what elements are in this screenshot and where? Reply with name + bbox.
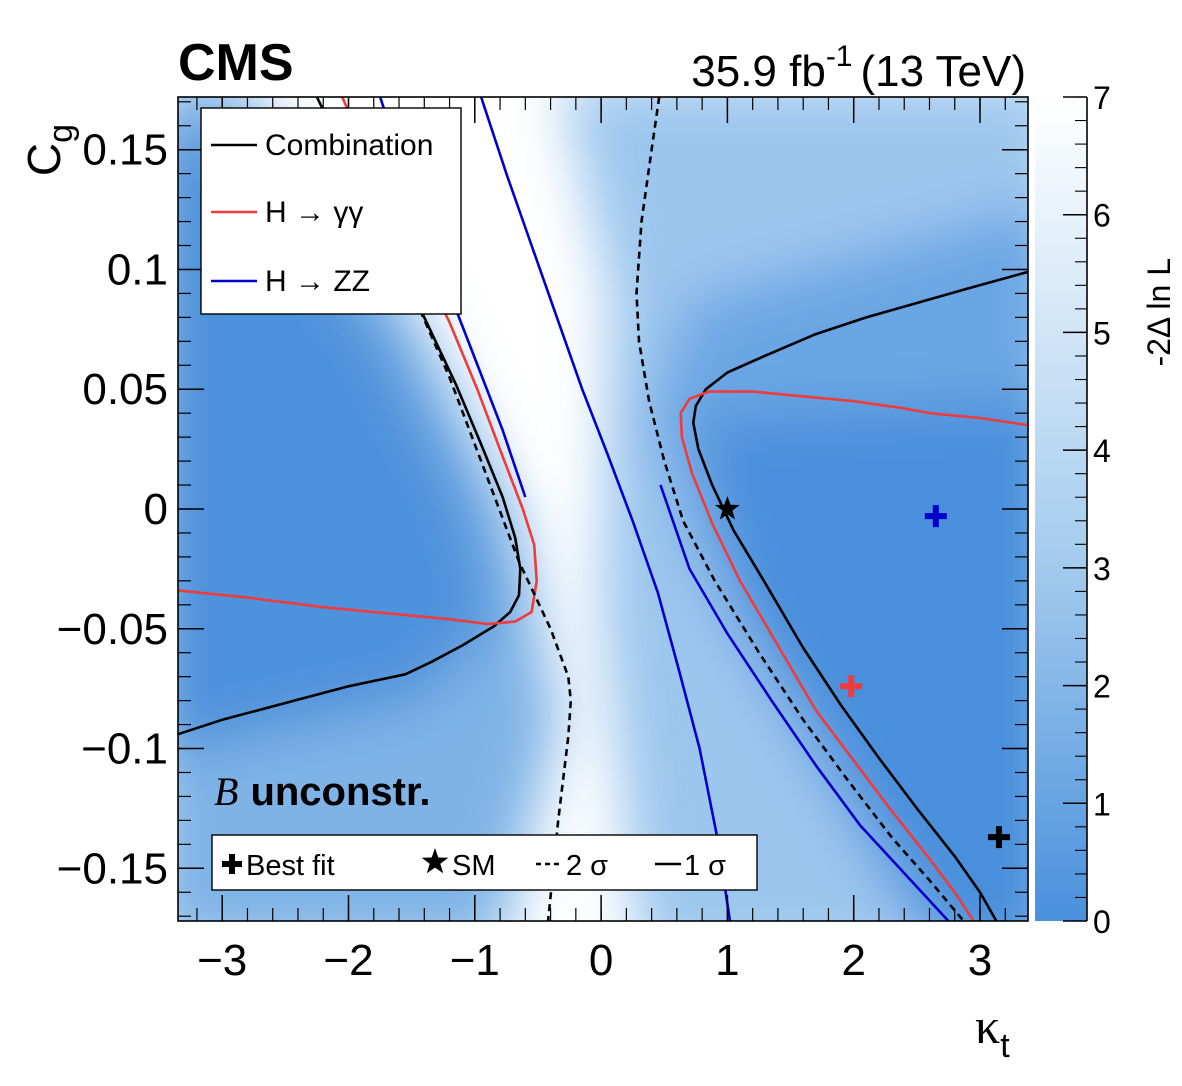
z-tick-label: 3 [1093, 551, 1111, 587]
annotation-italic: B [214, 769, 238, 814]
annotation-bold: unconstr. [250, 770, 430, 814]
best-fit-marker-h-zz [924, 505, 947, 528]
color-palette [1035, 97, 1087, 921]
legend-label-sm: SM [452, 850, 496, 882]
sm-star-marker [715, 496, 740, 520]
y-tick-label: −0.05 [57, 605, 168, 654]
experiment-label: CMS [178, 34, 294, 92]
heatmap [178, 97, 1028, 921]
legend-markers-box [211, 834, 758, 891]
markers [715, 496, 1010, 849]
x-tick-label: 0 [589, 936, 613, 985]
legend-label-hgg: H → γγ [265, 196, 363, 229]
y-tick-label: −0.15 [57, 844, 168, 893]
z-tick-label: 0 [1093, 904, 1111, 940]
x-axis-title-sub: t [1000, 1027, 1010, 1065]
contour-h-zz-1sigma-1 [479, 97, 732, 921]
legend-best-fit-icon [222, 854, 242, 874]
legend-label-1sigma: 1 σ [684, 850, 726, 882]
lumi-value: 35.9 fb [691, 47, 826, 96]
contour-combination-2sigma-0 [385, 232, 573, 921]
legend-box [200, 107, 462, 315]
legend-label-hzz: H → ZZ [265, 265, 370, 298]
contour-combination-1sigma-1 [692, 270, 1028, 921]
x-axis-title: κt [975, 998, 1010, 1065]
y-axis-title-sub: g [42, 124, 80, 143]
legend: Combination H → γγ H → ZZ [200, 107, 462, 315]
y-tick-label: 0.05 [82, 365, 168, 414]
x-tick-label: 3 [968, 936, 992, 985]
x-tick-label: −3 [197, 936, 247, 985]
legend-markers: Best fit SM 2 σ 1 σ [211, 834, 758, 891]
y-axis-title-main: C [18, 143, 70, 176]
contour-combination-1sigma-0 [178, 97, 522, 736]
lumi-exponent: -1 [826, 40, 853, 73]
palette-title: -2Δ ln L [1141, 258, 1177, 367]
y-tick-label: 0 [144, 485, 168, 534]
x-tick-label: 1 [715, 936, 739, 985]
x-axis-title-main: κ [975, 998, 1000, 1054]
lumi-label: 35.9 fb-1 (13 TeV) [691, 40, 1026, 96]
energy-label: (13 TeV) [861, 47, 1027, 96]
z-tick-label: 4 [1093, 433, 1111, 469]
legend-label-combination: Combination [265, 129, 433, 162]
contour-h-1sigma-1 [679, 390, 1028, 921]
x-tick-label: 2 [841, 936, 865, 985]
y-tick-label: 0.15 [82, 126, 168, 175]
best-fit-marker-combination [987, 826, 1010, 849]
legend-label-2sigma: 2 σ [566, 850, 608, 882]
legend-label-best-fit: Best fit [246, 850, 335, 882]
palette-ticks: 0 1 2 3 4 5 6 7 [1063, 80, 1111, 940]
z-tick-label: 7 [1093, 80, 1111, 116]
legend-sm-star-icon [421, 848, 449, 874]
y-tick-label: 0.1 [107, 245, 168, 294]
axis-ticks: −3 −2 −1 0 1 2 3 −0.15 −0.1 −0.05 0 0.05 0.1 0.15 [57, 97, 1028, 985]
x-tick-label: −1 [450, 936, 500, 985]
y-tick-label: −0.1 [81, 725, 168, 774]
z-tick-label: 1 [1093, 786, 1111, 822]
contour-combination-2sigma-1 [635, 97, 965, 921]
y-axis-title: Cg [18, 124, 80, 176]
best-fit-marker-h [840, 675, 863, 698]
contour-h-zz-1sigma-2 [659, 484, 950, 921]
z-tick-label: 6 [1093, 198, 1111, 234]
z-tick-label: 2 [1093, 669, 1111, 705]
z-tick-label: 5 [1093, 315, 1111, 351]
x-tick-label: −2 [323, 936, 373, 985]
